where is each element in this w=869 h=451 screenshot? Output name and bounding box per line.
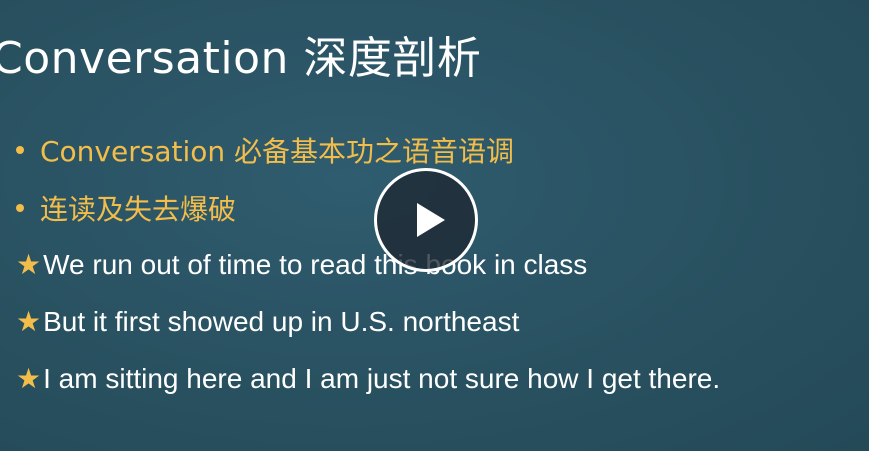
bullet-item-2: 连读及失去爆破 — [16, 188, 236, 228]
bullet-dot-icon — [16, 204, 24, 212]
star-icon: ★ — [16, 306, 42, 337]
example-line-3: ★I am sitting here and I am just not sur… — [16, 362, 720, 395]
play-icon — [417, 203, 445, 237]
example-text-1: We run out of time to read this book in … — [43, 249, 588, 280]
example-text-3: I am sitting here and I am just not sure… — [43, 363, 721, 394]
play-button[interactable] — [374, 168, 478, 272]
example-text-2: But it first showed up in U.S. northeast — [43, 306, 520, 337]
bullet-text-2: 连读及失去爆破 — [40, 193, 237, 226]
slide-title: Conversation 深度剖析 — [0, 33, 482, 84]
bullet-text-1: Conversation 必备基本功之语音语调 — [40, 135, 515, 168]
bullet-item-1: Conversation 必备基本功之语音语调 — [16, 130, 514, 170]
star-icon: ★ — [16, 249, 42, 280]
bullet-dot-icon — [16, 146, 24, 154]
example-line-1: ★We run out of time to read this book in… — [16, 248, 587, 281]
example-line-2: ★But it first showed up in U.S. northeas… — [16, 305, 519, 338]
star-icon: ★ — [16, 363, 42, 394]
